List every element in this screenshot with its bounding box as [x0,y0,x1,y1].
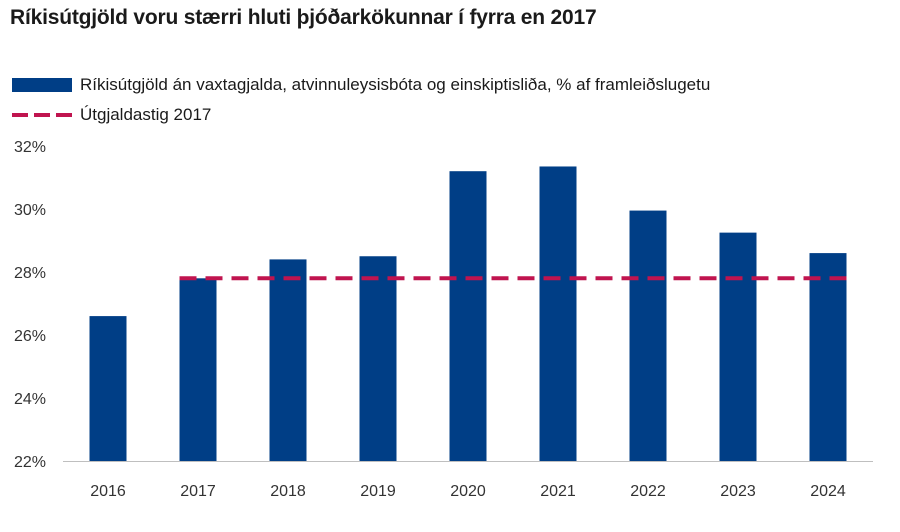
x-tick-label: 2016 [90,483,126,500]
x-tick-label: 2023 [720,483,756,500]
legend-item-line: Útgjaldastig 2017 [12,100,710,130]
y-tick-label: 26% [14,328,46,345]
chart-title: Ríkisútgjöld voru stærri hluti þjóðarkök… [10,6,597,29]
x-tick-label: 2018 [270,483,306,500]
x-tick-label: 2019 [360,483,396,500]
legend-item-bars: Ríkisútgjöld án vaxtagjalda, atvinnuleys… [12,70,710,100]
x-tick-label: 2017 [180,483,216,500]
x-tick-label: 2022 [630,483,666,500]
x-tick-label: 2024 [810,483,846,500]
bar-2017 [179,278,217,461]
bar-2020 [449,171,487,461]
bar-2016 [89,316,127,461]
legend-label-bars: Ríkisútgjöld án vaxtagjalda, atvinnuleys… [80,75,711,94]
legend-swatch-bar [12,78,72,92]
y-tick-label: 30% [14,202,46,219]
legend-label-line: Útgjaldastig 2017 [80,105,212,124]
legend-swatch-dashed-line [12,108,72,122]
x-tick-label: 2021 [540,483,576,500]
legend: Ríkisútgjöld án vaxtagjalda, atvinnuleys… [12,70,710,130]
y-tick-label: 28% [14,265,46,282]
y-tick-label: 22% [14,454,46,471]
bar-2018 [269,259,307,461]
y-tick-label: 32% [14,139,46,156]
y-tick-label: 24% [14,391,46,408]
bar-2022 [629,210,667,461]
bar-2023 [719,232,757,461]
x-tick-label: 2020 [450,483,486,500]
bar-2024 [809,253,847,461]
bar-2021 [539,166,577,461]
bar-2019 [359,256,397,461]
